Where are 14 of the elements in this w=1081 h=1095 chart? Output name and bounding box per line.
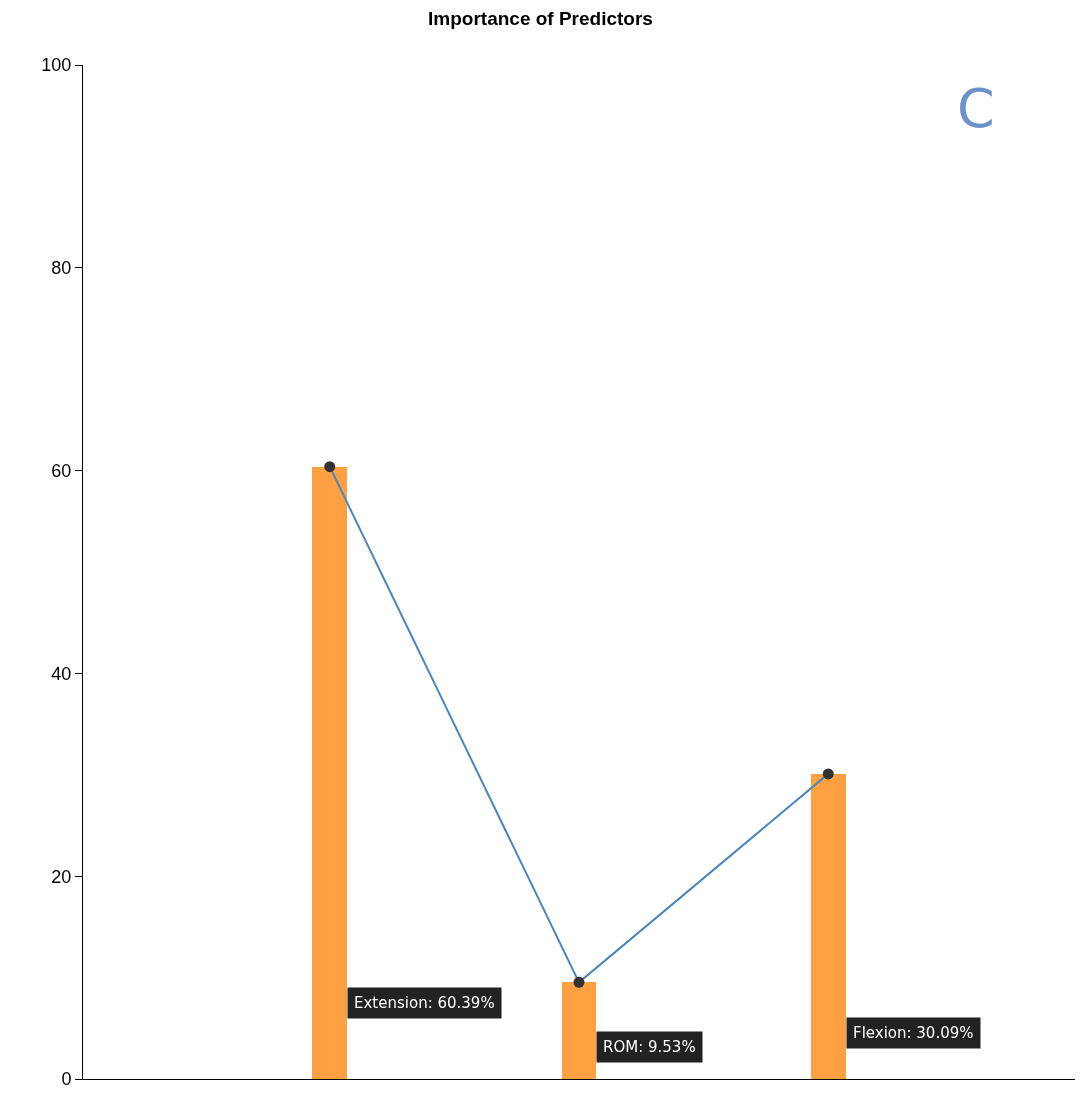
annotation: ROM: 9.53% (603, 1038, 696, 1056)
y-tick-label: 20 (51, 866, 72, 887)
bar (811, 774, 846, 1079)
annotation: C (957, 77, 995, 140)
y-tick-label: 80 (51, 258, 72, 279)
annotation: Extension: 60.39% (354, 994, 495, 1012)
bar (562, 982, 596, 1079)
y-tick-label: 0 (61, 1069, 72, 1090)
y-tick-label: 60 (51, 460, 72, 481)
annotation: Flexion: 30.09% (853, 1024, 974, 1042)
y-tick-label: 100 (41, 55, 72, 76)
bar (312, 467, 347, 1079)
chart-title: Importance of Predictors (428, 8, 653, 30)
y-tick-label: 40 (51, 663, 72, 684)
